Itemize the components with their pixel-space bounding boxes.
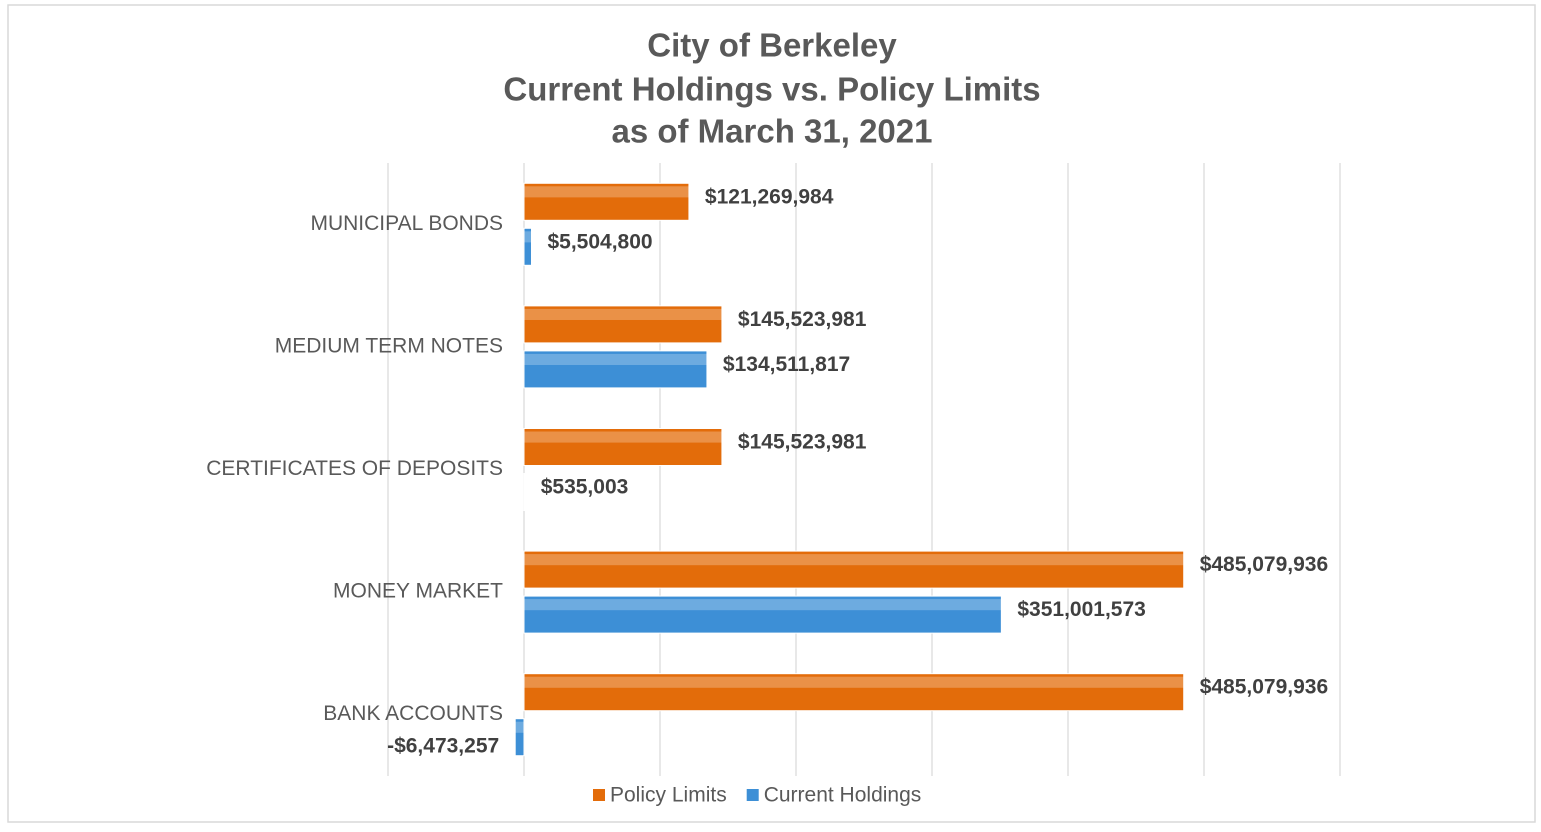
chart-border — [7, 4, 1536, 823]
bar — [523, 305, 723, 344]
bar-highlight — [524, 554, 1184, 566]
bar — [523, 350, 708, 389]
bar-highlight — [524, 186, 689, 198]
value-label: $485,079,936 — [1200, 553, 1328, 576]
category-label: MUNICIPAL BONDS — [310, 212, 503, 235]
category-label: CERTIFICATES OF DEPOSITS — [206, 457, 503, 480]
bar — [523, 227, 532, 266]
legend-swatch — [593, 789, 605, 801]
bar-highlight — [515, 721, 524, 733]
bar-highlight — [524, 231, 532, 243]
bar-highlight — [524, 431, 722, 443]
value-label: $121,269,984 — [705, 185, 834, 208]
value-label: $351,001,573 — [1017, 598, 1145, 621]
value-label: -$6,473,257 — [387, 735, 499, 758]
value-label: $145,523,981 — [738, 431, 867, 454]
chart-title: Current Holdings vs. Policy Limits — [503, 71, 1040, 108]
value-label: $5,504,800 — [547, 230, 652, 253]
category-label: MEDIUM TERM NOTES — [275, 334, 503, 357]
legend-label: Current Holdings — [764, 784, 922, 807]
value-label: $485,079,936 — [1200, 676, 1328, 699]
bar — [523, 550, 1185, 589]
bar — [523, 473, 526, 511]
bar — [523, 182, 690, 221]
chart-title: as of March 31, 2021 — [611, 113, 932, 150]
value-label: $145,523,981 — [738, 308, 867, 331]
category-label: BANK ACCOUNTS — [323, 702, 503, 725]
bar-highlight — [524, 476, 525, 488]
bar — [523, 595, 1002, 634]
legend-label: Policy Limits — [610, 784, 727, 807]
chart-title: City of Berkeley — [647, 27, 897, 64]
bar-highlight — [524, 676, 1184, 688]
value-label: $134,511,817 — [723, 353, 850, 376]
bar-highlight — [524, 353, 707, 365]
bar — [523, 673, 1185, 712]
value-label: $535,003 — [541, 476, 629, 499]
category-label: MONEY MARKET — [333, 580, 503, 603]
bar — [523, 428, 723, 466]
bar — [514, 718, 525, 757]
legend-swatch — [746, 789, 759, 801]
bar-highlight — [524, 599, 1002, 611]
bar-highlight — [524, 308, 722, 320]
